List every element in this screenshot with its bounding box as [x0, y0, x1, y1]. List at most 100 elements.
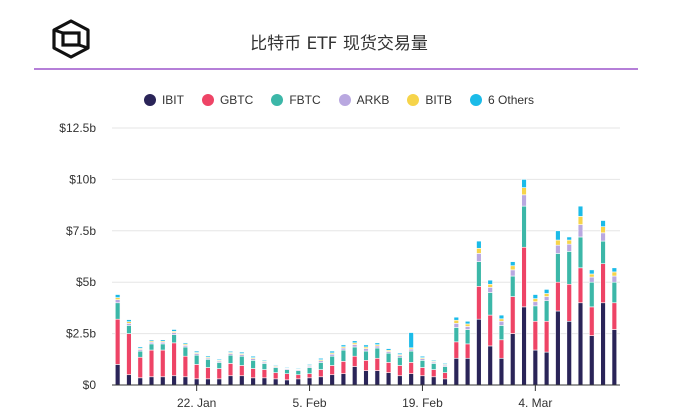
bar-segment-bitb [600, 226, 606, 234]
bar-segment-arkb [453, 323, 459, 328]
bar-segment-fbtc [408, 350, 414, 363]
bar-segment-6-others [126, 319, 132, 322]
y-tick-label: $12.5b [59, 121, 96, 135]
bar-segment-ibit [227, 375, 234, 386]
bar-segment-ibit [126, 374, 132, 386]
bar-segment-ibit [205, 378, 211, 386]
bar-segment-fbtc [284, 369, 290, 374]
bar-segment-arkb [555, 244, 561, 254]
bar-segment-bitb [577, 216, 584, 225]
bar-segment-ibit [397, 375, 403, 386]
bar-segment-ibit [577, 302, 584, 386]
bar-segment-fbtc [114, 302, 121, 320]
bar-segment-gbtc [114, 318, 121, 365]
y-tick-label: $5b [76, 275, 96, 289]
bar-segment-fbtc [543, 300, 550, 322]
legend-label-bitb: BITB [425, 93, 453, 107]
bar-segment-ibit [487, 345, 493, 386]
bar-segment-6-others [205, 355, 211, 358]
bar-segment-gbtc [385, 362, 392, 373]
bar-segment-6-others [532, 294, 539, 299]
bar-segment-ibit [419, 375, 426, 386]
bar-segment-bitb [555, 239, 561, 246]
bar-segment-6-others [318, 357, 324, 361]
bar-segment-fbtc [419, 360, 426, 368]
bar-segment-6-others [182, 342, 189, 345]
bar-segment-gbtc [521, 246, 527, 308]
bar-segment-gbtc [284, 373, 290, 381]
the-block-logo-icon [51, 19, 91, 59]
bar-segment-bitb [510, 265, 516, 271]
x-tick-label: 4. Mar [518, 396, 552, 410]
legend-label-arkb: ARKB [356, 93, 390, 107]
bar-segment-bitb [114, 297, 121, 300]
bar-segment-arkb [114, 299, 121, 304]
legend-item-others[interactable]: 6 Others [470, 93, 534, 107]
bar-segment-fbtc [476, 261, 482, 287]
bar-segment-fbtc [442, 366, 448, 373]
bar-segment-ibit [160, 376, 166, 386]
bar-segment-bitb [464, 323, 471, 327]
bar-segment-ibit [453, 357, 459, 386]
bar-segment-6-others [306, 364, 313, 366]
bar-segment-gbtc [532, 320, 539, 351]
bar-segment-6-others [340, 344, 347, 348]
bar-segment-ibit [273, 378, 279, 386]
bar-segment-6-others [611, 267, 618, 273]
bar-segment-gbtc [510, 296, 516, 334]
y-tick-label: $2.5b [66, 327, 96, 341]
bar-segment-ibit [555, 310, 561, 386]
bar-segment-6-others [171, 329, 177, 332]
legend-item-arkb[interactable]: ARKB [338, 93, 390, 107]
bar-segment-ibit [521, 306, 527, 386]
bar-segment-fbtc [182, 346, 189, 357]
bar-segment-gbtc [363, 360, 369, 371]
bar-segment-6-others [137, 346, 143, 349]
bar-segment-gbtc [193, 364, 200, 380]
legend-item-fbtc[interactable]: FBTC [271, 93, 321, 107]
x-tick-label: 22. Jan [177, 396, 216, 410]
bar-segment-gbtc [442, 372, 448, 380]
bar-segment-fbtc [171, 334, 177, 344]
bar-segment-gbtc [543, 320, 550, 353]
legend-item-ibit[interactable]: IBIT [143, 93, 184, 107]
bar-segment-6-others [476, 240, 482, 249]
bar-segment-fbtc [126, 325, 132, 334]
legend-marker-fbtc [271, 94, 284, 106]
chart-title: 比特币 ETF 现货交易量 [250, 34, 428, 54]
bar-segment-ibit [114, 364, 121, 386]
bar-segment-ibit [589, 335, 595, 386]
bar-segment-gbtc [487, 314, 493, 347]
legend-item-gbtc[interactable]: GBTC [201, 93, 253, 107]
bar-segment-ibit [261, 377, 268, 386]
legend-item-bitb[interactable]: BITB [407, 93, 452, 107]
bar-segment-bitb [498, 318, 505, 322]
bar-segment-arkb [510, 269, 516, 277]
bar-segment-bitb [566, 239, 572, 245]
bar-segment-fbtc [521, 205, 527, 248]
bar-segment-6-others [352, 340, 358, 344]
bar-segment-ibit [510, 333, 516, 386]
bar-segment-fbtc [239, 355, 245, 366]
bar-segment-gbtc [374, 357, 380, 371]
x-tick-label: 19. Feb [402, 396, 443, 410]
bar-segment-6-others [227, 350, 234, 353]
bar-segment-gbtc [216, 368, 222, 380]
bar-segment-6-others [419, 355, 426, 358]
bar-segment-fbtc [193, 354, 200, 365]
bar-segment-fbtc [352, 346, 358, 357]
bar-segment-gbtc [160, 349, 166, 378]
bar-segment-6-others [589, 269, 595, 275]
bar-segment-ibit [148, 376, 155, 386]
bar-segment-bitb [521, 187, 527, 196]
bar-segment-fbtc [318, 362, 324, 370]
bar-segment-arkb [126, 323, 132, 326]
bar-segment-6-others [521, 179, 527, 188]
bar-segment-gbtc [148, 349, 155, 378]
bar-segment-fbtc [487, 292, 493, 316]
bar-segment-arkb [566, 243, 572, 252]
bar-segment-ibit [431, 376, 437, 386]
bar-segment-arkb [521, 194, 527, 207]
bar-segment-ibit [216, 378, 222, 386]
